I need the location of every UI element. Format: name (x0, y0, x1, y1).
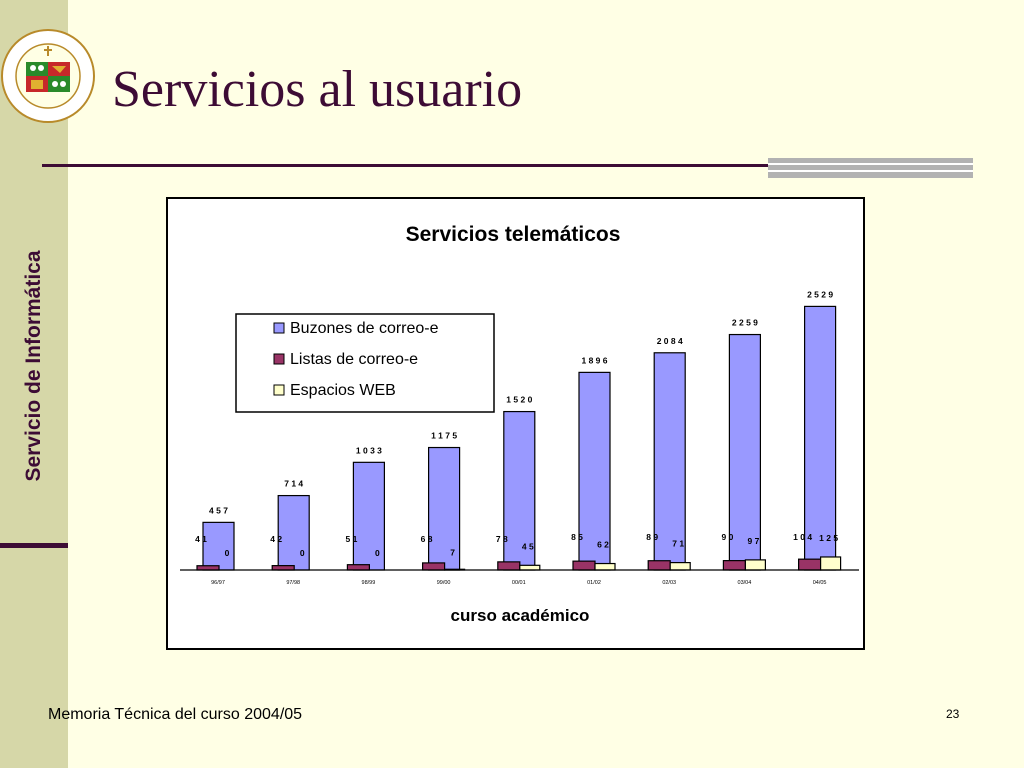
bar-web (594, 562, 616, 571)
data-label-listas: 8 5 (571, 532, 583, 542)
data-label-buzones: 7 1 4 (284, 479, 303, 489)
bar-buzones (352, 461, 385, 571)
bar-web (744, 559, 767, 571)
legend-label-web: Espacios WEB (290, 382, 396, 399)
x-tick-label: 96/97 (211, 580, 225, 586)
data-label-listas: 4 2 (270, 534, 282, 544)
data-label-buzones: 2 5 2 9 (807, 289, 833, 299)
data-label-web: 7 1 (672, 539, 684, 549)
bar-buzones (653, 352, 686, 571)
x-tick-label: 03/04 (738, 580, 752, 586)
university-seal-icon (1, 29, 95, 123)
legend-swatch-buzones (273, 322, 285, 334)
chart-legend: Buzones de correo-e Listas de correo-e Esp… (235, 313, 495, 413)
data-label-web: 0 (225, 548, 230, 558)
data-label-listas: 7 8 (496, 534, 508, 544)
bar-listas (797, 558, 822, 571)
bar-web (669, 561, 691, 571)
data-label-buzones: 1 1 7 5 (431, 431, 457, 441)
bar-buzones (728, 333, 762, 571)
data-label-web: 1 2 5 (819, 533, 838, 543)
data-label-web: 9 7 (747, 536, 759, 546)
legend-label-listas: Listas de correo-e (290, 351, 418, 368)
bar-buzones (503, 410, 536, 571)
sidebar (0, 0, 68, 768)
data-label-web: 6 2 (597, 540, 609, 550)
data-label-web: 0 (300, 548, 305, 558)
legend-swatch-web (273, 384, 285, 396)
bar-buzones (277, 494, 310, 571)
legend-label-buzones: Buzones de correo-e (290, 320, 439, 337)
data-label-listas: 4 1 (195, 534, 207, 544)
footer-caption: Memoria Técnica del curso 2004/05 (48, 706, 303, 723)
data-label-web: 0 (375, 548, 380, 558)
title-decoration-line (768, 170, 973, 172)
bar-buzones (803, 305, 837, 571)
bar-web (519, 564, 541, 571)
chart-title: Servicios telemáticos (406, 223, 621, 246)
data-label-buzones: 1 0 3 3 (356, 445, 382, 455)
data-label-buzones: 2 2 5 9 (732, 318, 758, 328)
bar-buzones (428, 446, 461, 571)
x-tick-label: 02/03 (662, 580, 676, 586)
bar-listas (196, 565, 220, 571)
bar-buzones (578, 371, 611, 571)
data-label-buzones: 4 5 7 (209, 505, 228, 515)
data-label-buzones: 1 5 2 0 (506, 395, 532, 405)
data-label-listas: 6 8 (421, 534, 433, 544)
bar-listas (271, 565, 295, 571)
x-tick-label: 98/99 (362, 580, 376, 586)
data-label-listas: 9 0 (721, 532, 733, 542)
title-decoration-line (768, 163, 973, 165)
x-tick-label: 01/02 (587, 580, 601, 586)
data-label-buzones: 2 0 8 4 (657, 336, 683, 346)
x-tick-label: 00/01 (512, 580, 526, 586)
data-label-buzones: 1 8 9 6 (582, 355, 608, 365)
x-tick-label: 97/98 (286, 580, 300, 586)
data-label-listas: 5 1 (345, 534, 357, 544)
sidebar-title: Servicio de Informática (22, 250, 45, 482)
bar-listas (497, 561, 521, 571)
bar-listas (722, 560, 747, 571)
bar-buzones (202, 521, 235, 571)
data-label-web: 4 5 (522, 541, 534, 551)
data-label-listas: 8 9 (646, 532, 658, 542)
bar-listas (346, 564, 370, 571)
bar-web (819, 556, 842, 571)
bar-chart: Servicios telemáticos 4 5 7 4 1 0 96/97 7 1 … (180, 223, 859, 625)
x-tick-label: 04/05 (813, 580, 827, 586)
title-decoration-bar (768, 158, 973, 178)
bar-listas (572, 560, 596, 571)
chart-frame: Servicios telemáticos 4 5 7 4 1 0 96/97 7 1 … (166, 197, 865, 650)
x-axis-label: curso académico (451, 606, 590, 625)
bar-listas (422, 562, 446, 571)
sidebar-accent-bar (0, 543, 68, 548)
data-label-listas: 1 0 4 (793, 532, 812, 542)
legend-swatch-listas (273, 353, 285, 365)
page-title: Servicios al usuario (112, 61, 523, 118)
bar-listas (647, 560, 671, 571)
page-number: 23 (946, 707, 960, 721)
x-tick-label: 99/00 (437, 580, 451, 586)
title-divider (42, 164, 774, 167)
data-label-web: 7 (450, 547, 455, 557)
